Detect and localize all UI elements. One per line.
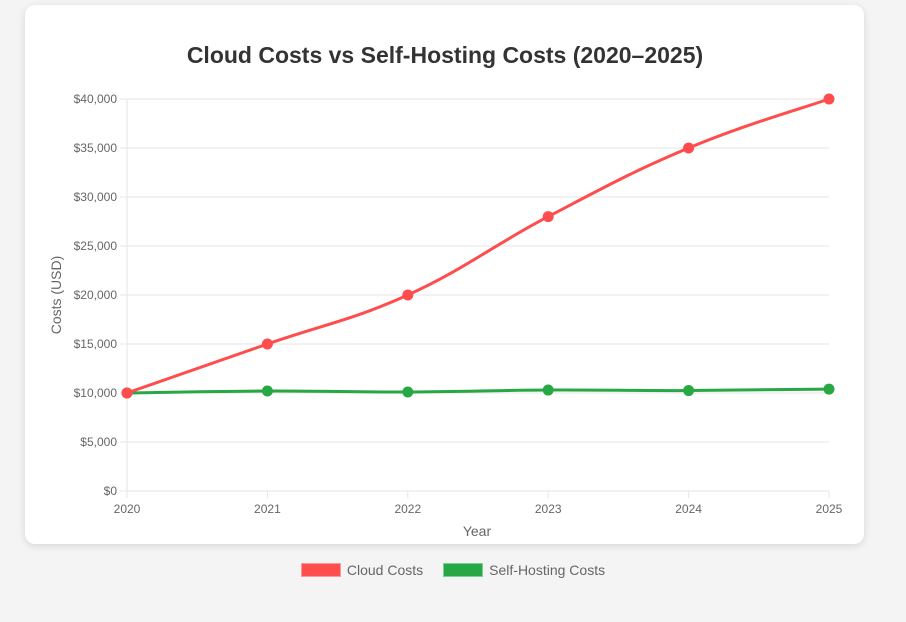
x-tick-label: 2020 bbox=[114, 502, 141, 516]
data-point bbox=[683, 385, 695, 397]
y-axis-label: Costs (USD) bbox=[48, 256, 64, 335]
data-point bbox=[542, 211, 554, 223]
data-point bbox=[402, 386, 414, 398]
data-point bbox=[823, 93, 835, 105]
series-cloud-costs bbox=[121, 93, 835, 399]
y-tick-label: $5,000 bbox=[80, 435, 117, 449]
chart-card bbox=[25, 5, 864, 544]
data-point bbox=[823, 383, 835, 395]
data-point bbox=[261, 385, 273, 397]
data-point bbox=[683, 142, 695, 154]
x-tick-label: 2024 bbox=[675, 502, 702, 516]
y-tick-label: $40,000 bbox=[74, 92, 118, 106]
legend-swatch-self-hosting bbox=[443, 563, 484, 577]
y-tick-label: $30,000 bbox=[74, 190, 118, 204]
legend: Cloud Costs Self-Hosting Costs bbox=[0, 562, 906, 578]
chart-title: Cloud Costs vs Self-Hosting Costs (2020–… bbox=[187, 42, 703, 68]
legend-item-self-hosting-costs[interactable]: Self-Hosting Costs bbox=[443, 562, 605, 578]
data-point bbox=[542, 384, 554, 396]
y-tick-label: $10,000 bbox=[74, 386, 118, 400]
data-point bbox=[402, 289, 414, 301]
legend-label: Self-Hosting Costs bbox=[489, 562, 606, 578]
legend-swatch-cloud bbox=[300, 563, 341, 577]
y-tick-label: $35,000 bbox=[74, 141, 118, 155]
x-tick-label: 2021 bbox=[254, 502, 281, 516]
data-point bbox=[121, 387, 133, 399]
series-line bbox=[126, 387, 830, 395]
y-tick-label: $15,000 bbox=[74, 337, 118, 351]
data-point bbox=[261, 338, 273, 350]
x-tick-label: 2023 bbox=[535, 502, 562, 516]
y-tick-label: $25,000 bbox=[74, 239, 118, 253]
series-line bbox=[126, 97, 830, 395]
y-tick-label: $20,000 bbox=[74, 288, 118, 302]
legend-label: Cloud Costs bbox=[346, 562, 424, 578]
series-self-hosting-costs bbox=[121, 383, 835, 399]
x-tick-label: 2022 bbox=[394, 502, 421, 516]
x-axis-label: Year bbox=[463, 523, 492, 539]
legend-item-cloud-costs[interactable]: Cloud Costs bbox=[300, 562, 424, 578]
x-tick-label: 2025 bbox=[816, 502, 843, 516]
y-tick-label: $0 bbox=[104, 484, 118, 498]
